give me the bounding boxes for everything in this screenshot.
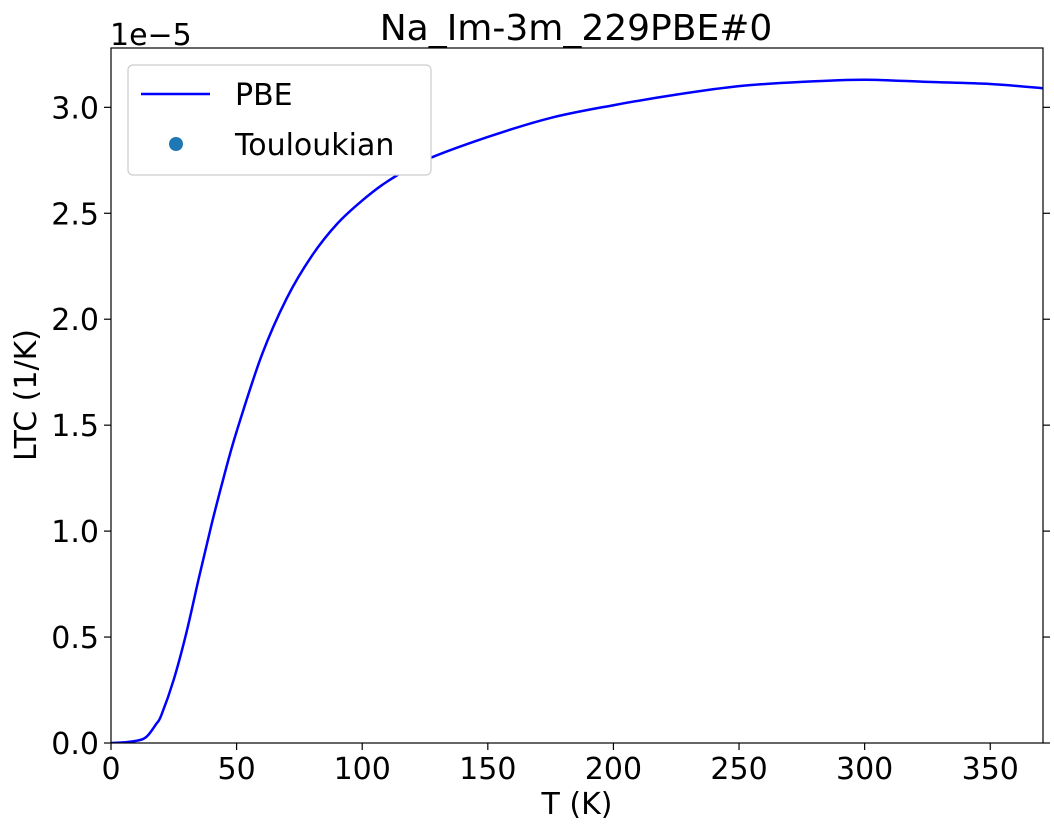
x-tick-label: 0	[101, 752, 120, 787]
x-tick-label: 150	[459, 752, 516, 787]
y-tick-label: 2.5	[51, 197, 99, 232]
x-tick-label: 200	[585, 752, 642, 787]
y-tick-label: 0.5	[51, 621, 99, 656]
y-offset-text: 1e−5	[110, 18, 192, 53]
y-tick-label: 1.5	[51, 409, 99, 444]
chart-title: Na_Im-3m_229PBE#0	[380, 8, 773, 49]
x-tick-label: 250	[710, 752, 767, 787]
legend-label-pbe: PBE	[235, 78, 293, 113]
x-tick-label: 300	[836, 752, 893, 787]
x-axis-label: T (K)	[541, 787, 613, 822]
y-tick-label: 1.0	[51, 515, 99, 550]
x-tick-label: 350	[962, 752, 1019, 787]
legend-label-touloukian: Touloukian	[234, 128, 394, 163]
y-tick-label: 0.0	[51, 727, 99, 762]
x-tick-label: 100	[334, 752, 391, 787]
legend: PBE Touloukian	[127, 64, 432, 176]
series-line-pbe	[111, 78, 1043, 743]
y-axis-label: LTC (1/K)	[9, 329, 44, 461]
legend-box	[127, 64, 432, 176]
plot-frame	[110, 47, 1044, 744]
x-tick-label: 50	[218, 752, 256, 787]
y-tick-label: 3.0	[51, 91, 99, 126]
legend-touloukian-marker	[169, 137, 183, 151]
y-tick-label: 2.0	[51, 303, 99, 338]
